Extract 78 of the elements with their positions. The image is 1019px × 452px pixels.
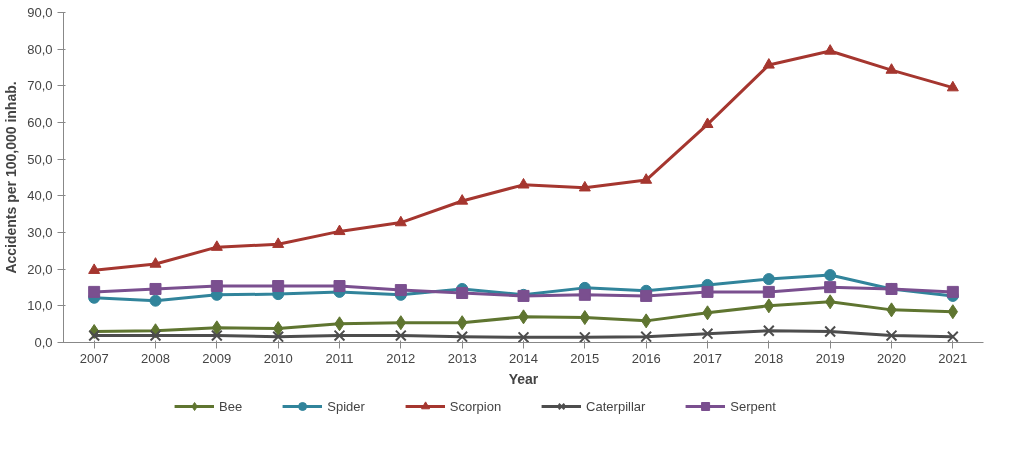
point (762, 324, 775, 337)
point (210, 329, 223, 342)
x-tick-label: 2009 (202, 350, 232, 366)
y-tick-label: 0,0 (34, 335, 53, 350)
point (578, 288, 591, 301)
x-tick-label: 2007 (79, 350, 109, 366)
point (456, 194, 469, 205)
x-tick-label: 2010 (263, 350, 293, 366)
legend-label: Caterpillar (586, 398, 646, 414)
x-tick-label: 2019 (815, 350, 845, 366)
point (333, 329, 346, 342)
point (946, 80, 959, 92)
point (333, 224, 346, 236)
point (701, 285, 714, 298)
point (456, 287, 469, 299)
x-tick-label: 2008 (141, 350, 170, 366)
point (640, 289, 653, 302)
point (762, 58, 775, 69)
legend-label: Serpent (730, 398, 776, 414)
y-tick-label: 20,0 (27, 261, 53, 277)
point (149, 294, 162, 307)
point (272, 280, 285, 293)
point (394, 215, 407, 227)
point (517, 177, 530, 189)
point (762, 273, 775, 286)
y-tick-label: 60,0 (27, 115, 53, 130)
legend-label: Spider (327, 398, 365, 414)
legend-label: Bee (219, 398, 243, 414)
point (394, 329, 407, 342)
point (578, 331, 591, 343)
point (824, 44, 837, 55)
point (946, 285, 959, 298)
point (824, 269, 837, 282)
point (88, 329, 101, 342)
point (824, 281, 837, 294)
point (333, 280, 346, 293)
point (701, 117, 714, 129)
point (149, 329, 162, 342)
point (517, 331, 530, 343)
point (824, 325, 837, 338)
point (88, 285, 101, 298)
point (210, 240, 223, 251)
x-tick-label: 2017 (693, 350, 722, 366)
point (149, 257, 162, 268)
point (946, 330, 959, 343)
point (210, 280, 223, 293)
point (578, 180, 591, 192)
x-tick-label: 2020 (877, 350, 906, 366)
y-tick-label: 30,0 (27, 225, 53, 240)
point (272, 237, 285, 248)
point (885, 63, 898, 74)
x-tick-label: 2015 (570, 350, 600, 366)
x-axis-title: Year (508, 370, 539, 387)
point (456, 330, 469, 343)
y-tick-label: 50,0 (27, 151, 53, 167)
y-tick-label: 90,0 (27, 5, 53, 20)
point (701, 327, 714, 340)
x-tick-label: 2013 (447, 350, 477, 366)
y-tick-label: 80,0 (27, 41, 53, 57)
point (394, 284, 407, 297)
point (885, 329, 898, 342)
point (149, 282, 162, 295)
x-tick-label: 2011 (325, 350, 354, 366)
y-tick-label: 70,0 (27, 78, 53, 94)
point (640, 173, 653, 184)
y-tick-label: 40,0 (27, 188, 53, 204)
x-tick-label: 2012 (386, 350, 416, 366)
x-tick-label: 2014 (509, 350, 538, 366)
y-tick-label: 10,0 (27, 298, 53, 314)
x-tick-label: 2021 (938, 350, 968, 366)
x-tick-label: 2018 (754, 350, 784, 366)
x-tick-label: 2016 (631, 350, 661, 366)
point (640, 330, 653, 343)
y-axis-title: Accidents per 100,000 inhab. (3, 81, 20, 274)
legend-label: Scorpion (449, 398, 502, 414)
point (88, 263, 101, 274)
point (762, 285, 775, 298)
point (272, 330, 285, 343)
